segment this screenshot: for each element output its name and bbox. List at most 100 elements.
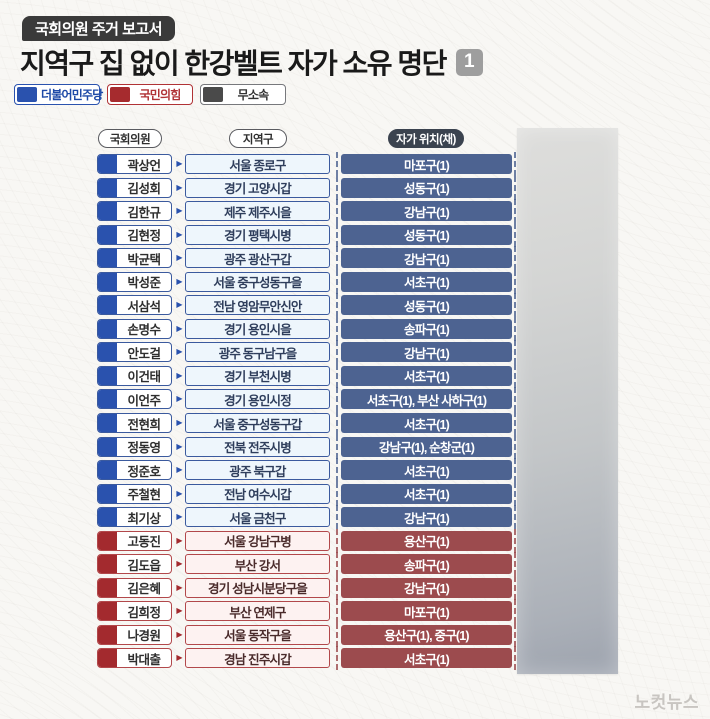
- member-name: 정동영: [127, 441, 161, 456]
- home-location-cell: 성동구(1): [341, 177, 512, 198]
- district-cell: 서울 금천구: [185, 507, 330, 528]
- member-name-box: 정준호: [97, 460, 172, 481]
- dashed-divider-icon: [514, 152, 516, 176]
- news-outlet-watermark: 노컷뉴스: [634, 693, 699, 712]
- arrow-right-icon: ▶: [176, 629, 183, 639]
- table-row: 이언주 ▶ 경기 용인시정 서초구(1), 부산 사하구(1): [97, 387, 517, 412]
- member-name: 김희정: [127, 605, 161, 620]
- district-cell: 서울 동작구을: [185, 624, 330, 645]
- party-flag: [98, 602, 117, 621]
- dashed-divider-icon: [336, 363, 338, 388]
- member-name: 김현정: [127, 229, 161, 244]
- dashed-divider-icon: [336, 222, 338, 247]
- district-cell: 경기 용인시정: [185, 389, 330, 410]
- member-name-box: 박균택: [97, 248, 172, 269]
- arrow-right-icon: ▶: [176, 488, 183, 498]
- dashed-divider-icon: [514, 199, 516, 224]
- home-location-cell: 성동구(1): [341, 224, 512, 245]
- dashed-divider-icon: [514, 387, 516, 412]
- table-row: 이건태 ▶ 경기 부천시병 서초구(1): [97, 363, 517, 388]
- kicker-text: 국회의원 주거 보고서: [35, 21, 163, 38]
- arrow-right-icon: ▶: [176, 229, 183, 239]
- home-location-cell: 서초구(1): [341, 413, 512, 434]
- table-rows: 곽상언 ▶ 서울 종로구 마포구(1) 김성회 ▶ 경기 고양시갑 성동구(1) 김한규 ▶ 제주 …: [97, 152, 517, 671]
- table-row: 주철현 ▶ 전남 여수시갑 서초구(1): [97, 481, 517, 506]
- table-row: 고동진 ▶ 서울 강남구병 용산구(1): [97, 528, 517, 553]
- home-location-cell: 성동구(1): [341, 295, 512, 316]
- dashed-divider-icon: [514, 599, 516, 624]
- member-name-box: 정동영: [97, 436, 172, 457]
- home-location-cell: 서초구(1): [341, 483, 512, 504]
- dashed-divider-icon: [336, 293, 338, 318]
- dashed-divider-icon: [514, 505, 516, 530]
- district-cell: 전남 여수시갑: [185, 483, 330, 504]
- dashed-divider-icon: [336, 575, 338, 600]
- dashed-divider-icon: [336, 505, 338, 530]
- title-row: 지역구 집 없이 한강벨트 자가 소유 명단 1: [20, 42, 483, 82]
- party-flag: [98, 625, 117, 644]
- member-name-box: 안도걸: [97, 342, 172, 363]
- member-name-box: 김도읍: [97, 554, 172, 575]
- column-header-member: 국회의원: [98, 129, 162, 148]
- column-header-district: 지역구: [229, 129, 287, 148]
- building-photo-strip: [517, 128, 618, 674]
- party-flag: [98, 555, 117, 574]
- legend-label: 더불어민주당: [41, 88, 103, 102]
- party-flag: [98, 531, 117, 550]
- arrow-right-icon: ▶: [176, 182, 183, 192]
- dashed-divider-icon: [514, 411, 516, 436]
- party-flag: [98, 649, 117, 668]
- arrow-right-icon: ▶: [176, 512, 183, 522]
- legend-item-ppp: 국민의힘: [107, 84, 193, 105]
- party-flag: [98, 508, 117, 527]
- party-flag: [98, 437, 117, 456]
- arrow-right-icon: ▶: [176, 653, 183, 663]
- dashed-divider-icon: [336, 246, 338, 271]
- arrow-right-icon: ▶: [176, 441, 183, 451]
- party-flag: [98, 155, 117, 173]
- page-title: 지역구 집 없이 한강벨트 자가 소유 명단: [20, 48, 447, 79]
- arrow-right-icon: ▶: [176, 159, 183, 168]
- home-location-cell: 서초구(1): [341, 271, 512, 292]
- arrow-right-icon: ▶: [176, 606, 183, 616]
- member-name: 전현희: [127, 417, 161, 432]
- arrow-right-icon: ▶: [176, 347, 183, 357]
- arrow-right-icon: ▶: [176, 300, 183, 310]
- dashed-divider-icon: [336, 387, 338, 412]
- dashed-divider-icon: [514, 246, 516, 271]
- home-location-cell: 강남구(1): [341, 248, 512, 269]
- member-name: 이건태: [127, 370, 161, 385]
- table-row: 손명수 ▶ 경기 용인시을 송파구(1): [97, 316, 517, 341]
- dashed-divider-icon: [514, 269, 516, 294]
- district-cell: 광주 북구갑: [185, 460, 330, 481]
- member-name: 김도읍: [127, 558, 161, 573]
- dashed-divider-icon: [336, 481, 338, 506]
- district-cell: 서울 강남구병: [185, 530, 330, 551]
- legend-label: 국민의힘: [139, 88, 182, 102]
- arrow-right-icon: ▶: [176, 535, 183, 545]
- home-location-cell: 강남구(1): [341, 507, 512, 528]
- member-name-box: 김성회: [97, 177, 172, 198]
- dashed-divider-icon: [514, 434, 516, 459]
- dashed-divider-icon: [336, 411, 338, 436]
- arrow-right-icon: ▶: [176, 253, 183, 263]
- party-flag: [98, 202, 117, 221]
- member-name-box: 김희정: [97, 601, 172, 622]
- ppp-color-swatch: [110, 87, 130, 102]
- dashed-divider-icon: [514, 646, 516, 671]
- party-flag: [98, 390, 117, 409]
- table-row: 곽상언 ▶ 서울 종로구 마포구(1): [97, 152, 517, 176]
- home-location-cell: 용산구(1), 중구(1): [341, 624, 512, 645]
- home-location-cell: 서초구(1), 부산 사하구(1): [341, 389, 512, 410]
- legend-label: 무소속: [237, 88, 270, 102]
- dashed-divider-icon: [336, 199, 338, 224]
- dashed-divider-icon: [336, 528, 338, 553]
- home-location-cell: 마포구(1): [341, 154, 512, 174]
- district-cell: 경기 성남시분당구을: [185, 577, 330, 598]
- dashed-divider-icon: [514, 528, 516, 553]
- member-name: 김성회: [127, 182, 161, 197]
- member-name-box: 이언주: [97, 389, 172, 410]
- party-flag: [98, 366, 117, 385]
- member-name: 이언주: [127, 393, 161, 408]
- party-flag: [98, 319, 117, 338]
